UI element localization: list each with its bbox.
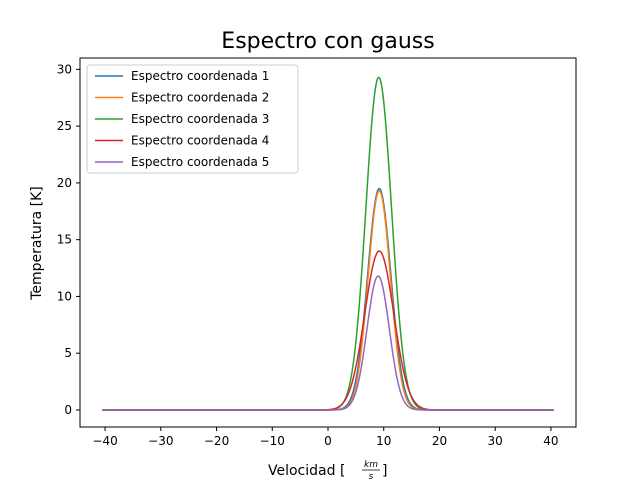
legend-entry-label: Espectro coordenada 2: [131, 91, 269, 105]
x-tick-label: −20: [204, 434, 229, 448]
y-tick-label: 10: [57, 289, 72, 303]
legend: Espectro coordenada 1 Espectro coordenada…: [86, 64, 299, 174]
y-tick-label: 0: [64, 403, 72, 417]
x-tick-label: 20: [432, 434, 447, 448]
x-tick-label: −40: [92, 434, 117, 448]
legend-entry-label: Espectro coordenada 1: [131, 69, 269, 83]
x-tick-label: 0: [324, 434, 332, 448]
x-axis-label: Velocidad [ km s ]: [268, 460, 387, 480]
x-tick-label: −10: [260, 434, 285, 448]
legend-entry-label: Espectro coordenada 3: [131, 112, 269, 126]
y-tick-label: 30: [57, 62, 72, 76]
x-tick-label: −30: [148, 434, 173, 448]
y-axis-label: Temperatura [K]: [29, 186, 45, 301]
y-axis-ticks: 0 5 10 15 20 25 30: [57, 62, 80, 417]
series-line-5: [102, 275, 554, 411]
legend-entry-label: Espectro coordenada 5: [131, 155, 269, 169]
x-axis-label-numerator: km: [364, 460, 378, 470]
legend-entry-label: Espectro coordenada 4: [131, 134, 269, 148]
y-tick-label: 20: [57, 176, 72, 190]
chart-title: Espectro con gauss: [221, 29, 434, 54]
x-axis-ticks: −40 −30 −20 −10 0 10 20 30 40: [92, 427, 559, 448]
x-tick-label: 10: [376, 434, 391, 448]
x-axis-label-denominator: s: [369, 472, 374, 480]
y-tick-label: 25: [57, 119, 72, 133]
x-axis-label-suffix: ]: [382, 463, 387, 479]
y-tick-label: 5: [64, 346, 72, 360]
x-axis-label-prefix: Velocidad [: [268, 463, 345, 479]
series-layer: [102, 76, 554, 411]
y-tick-label: 15: [57, 233, 72, 247]
legend-box: [86, 64, 299, 174]
x-tick-label: 40: [543, 434, 558, 448]
x-tick-label: 30: [488, 434, 503, 448]
